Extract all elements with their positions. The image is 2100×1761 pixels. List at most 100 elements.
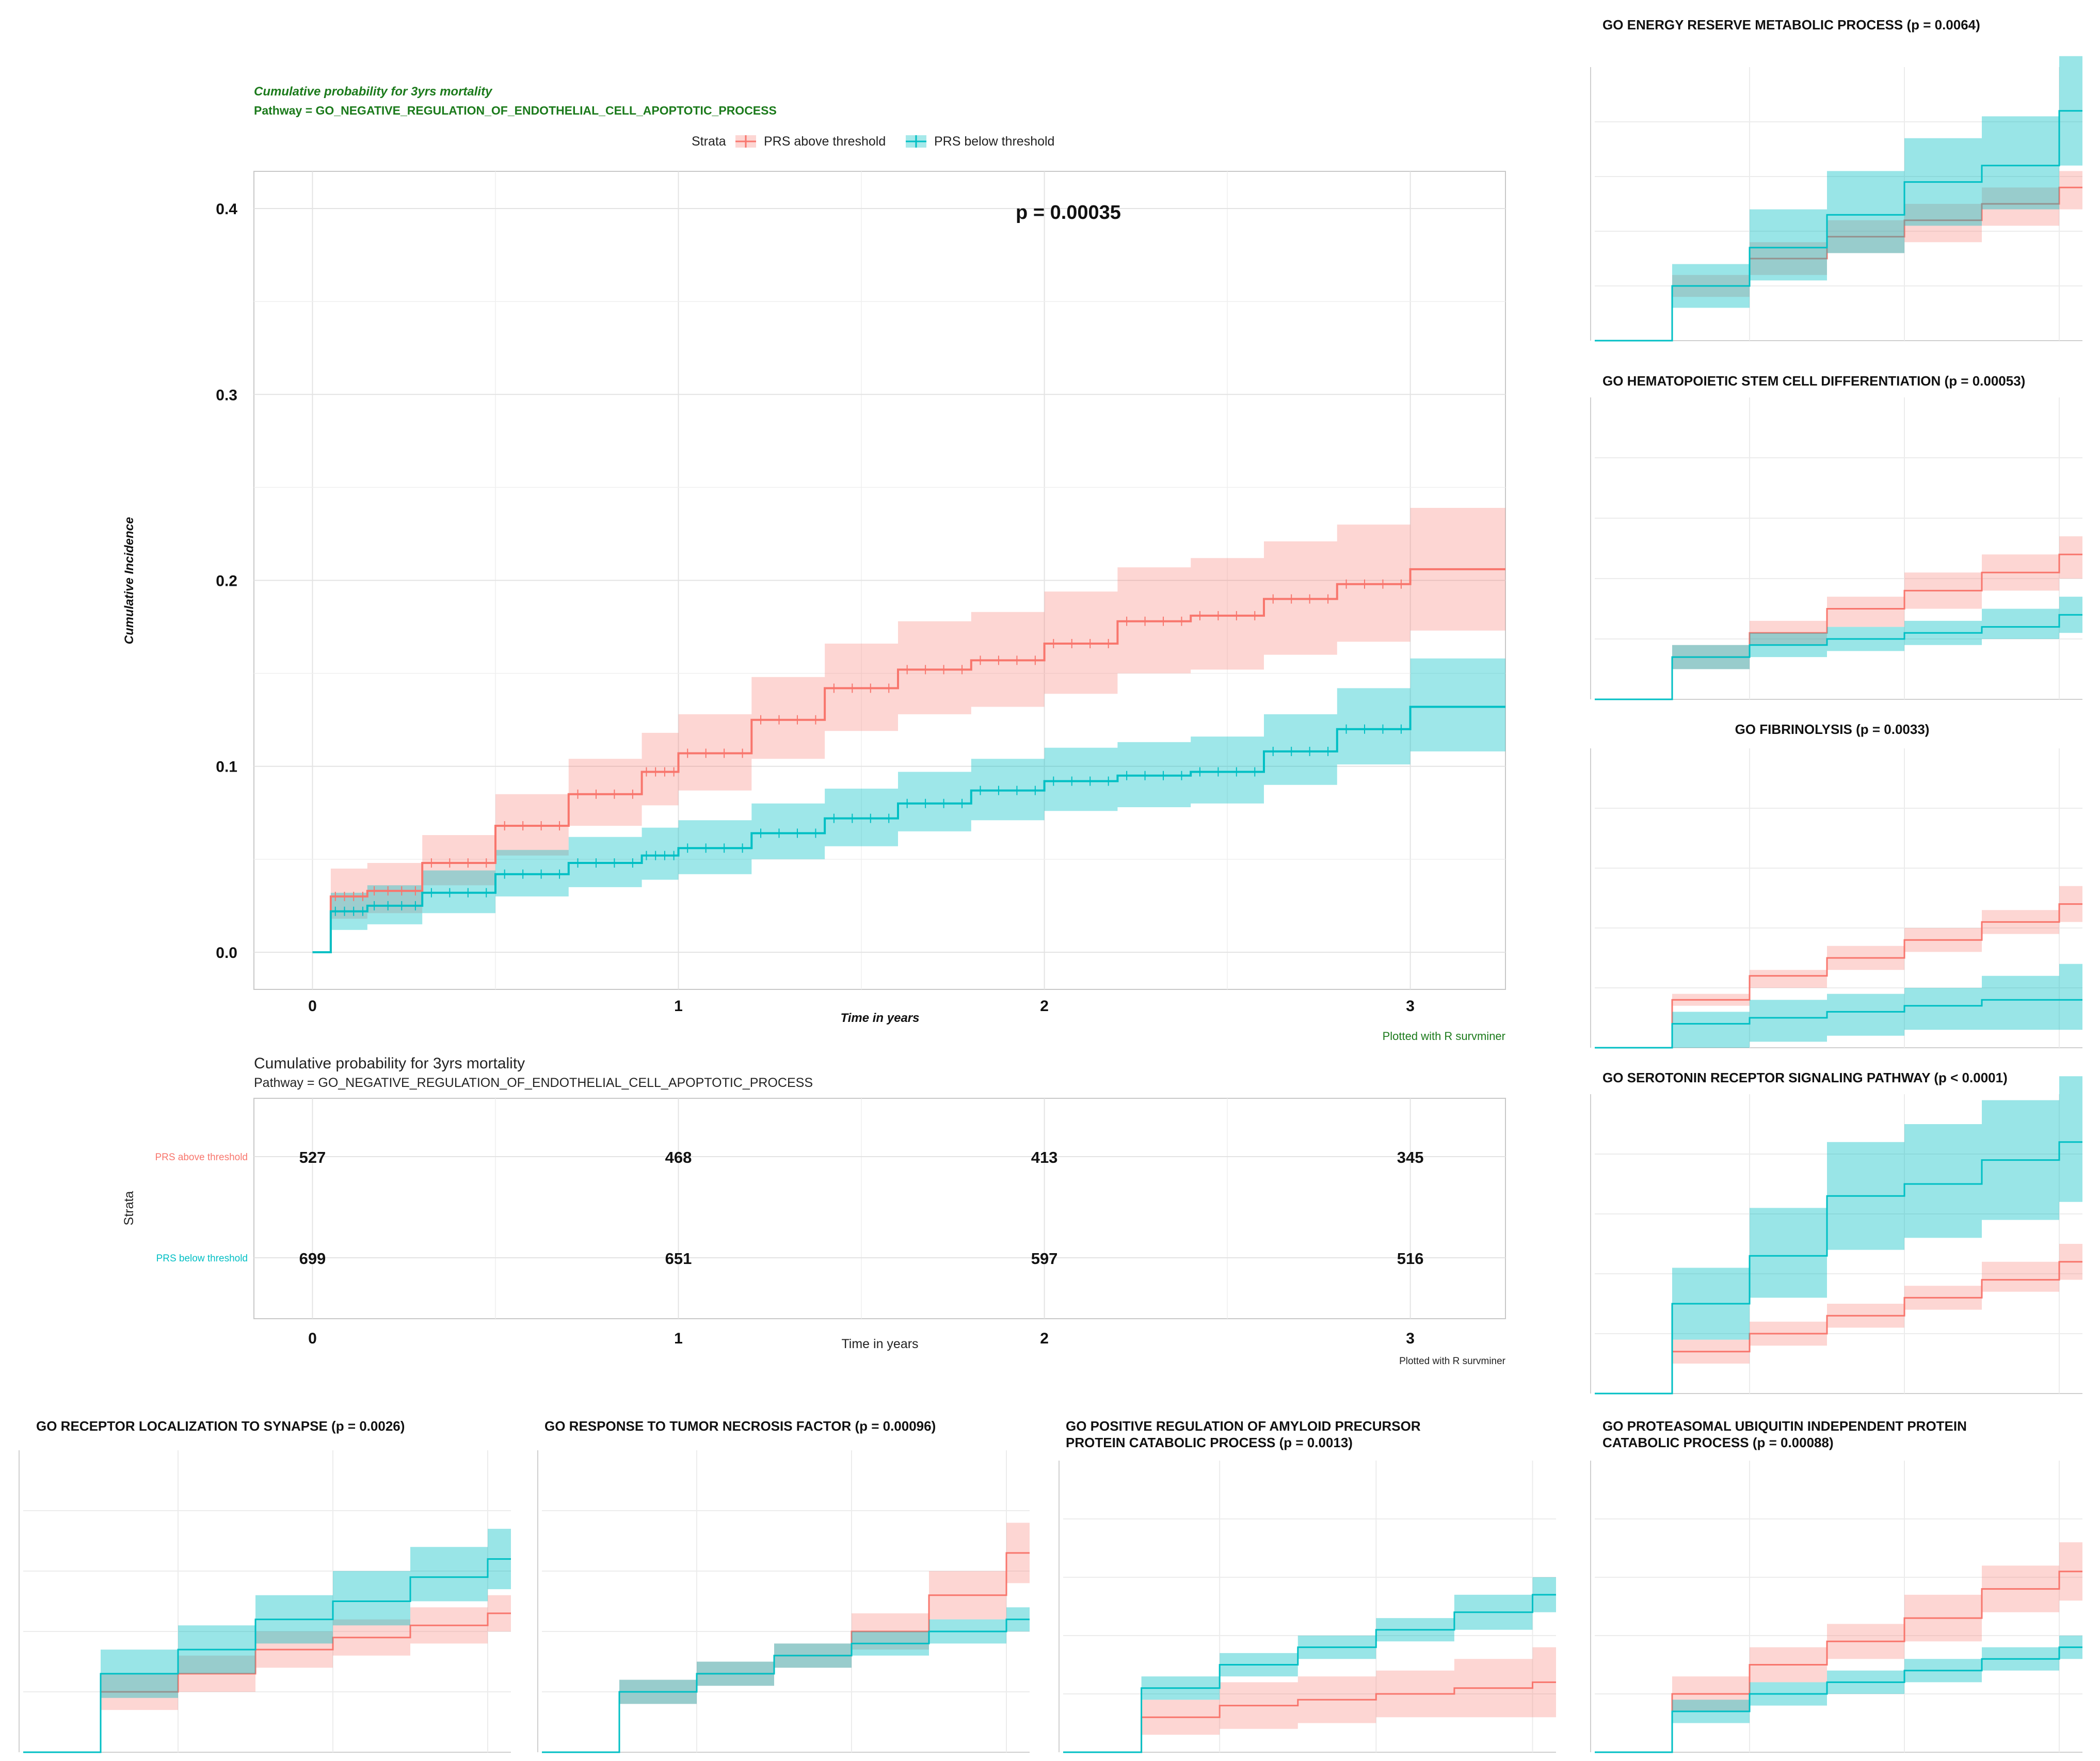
risk-row-label: PRS below threshold [156,1253,248,1264]
risk-cell: 413 [1031,1148,1058,1166]
risk-x-tick-label: 0 [308,1330,317,1347]
panel-plot-area [23,1450,511,1752]
risk-x-tick-label: 3 [1406,1330,1415,1347]
legend-label-above: PRS above threshold [764,134,886,149]
risk-table-gridlines [254,1098,1505,1319]
panel-title: PROTEIN CATABOLIC PROCESS (p = 0.0013) [1066,1435,1353,1450]
main-line-below [312,706,1505,953]
risk-table-cells: PRS above threshold 527 468 413 345 PRS below… [155,1148,1423,1347]
risk-table-title: Cumulative probability for 3yrs mortalit… [254,1055,525,1072]
panel-line-below [1595,999,2082,1049]
panel-band-below [1595,1076,2082,1394]
main-band-below [312,658,1505,952]
panel-plot-area [1595,1094,2082,1394]
panel-plot-area [1595,1461,2082,1752]
number-at-risk-table: Cumulative probability for 3yrs mortalit… [122,1055,1506,1367]
main-y-tick-label: 0.3 [216,387,237,404]
panel-title: GO FIBRINOLYSIS (p = 0.0033) [1735,722,1930,737]
risk-x-axis-title: Time in years [841,1337,918,1351]
panel-amyloid: GO POSITIVE REGULATION OF AMYLOID PRECUR… [1059,1418,1556,1753]
main-p-value: p = 0.00035 [1016,202,1121,223]
panel-band-below [1595,964,2082,1048]
risk-cell: 516 [1397,1250,1424,1268]
risk-table-subtitle: Pathway = GO_NEGATIVE_REGULATION_OF_ENDO… [254,1076,813,1090]
panel-band-below [1595,597,2082,699]
panel-band-above [23,1595,511,1752]
main-y-tick-label: 0.4 [216,201,237,218]
main-line-above [312,568,1505,953]
panel-band-above [1595,536,2082,699]
risk-row-label: PRS above threshold [155,1152,248,1163]
panel-line-below [23,1558,511,1753]
panel-line-above [23,1612,511,1753]
panel-band-below [1595,1636,2082,1752]
main-subtitle: Pathway = GO_NEGATIVE_REGULATION_OF_ENDO… [254,104,777,117]
panel-title: GO SEROTONIN RECEPTOR SIGNALING PATHWAY … [1602,1070,2008,1085]
panel-band-below [1063,1577,1556,1752]
pathway-panels: GO ENERGY RESERVE METABOLIC PROCESS (p =… [19,17,2082,1753]
main-x-tick-label: 3 [1406,998,1415,1015]
main-x-axis-title: Time in years [841,1011,920,1025]
risk-caption: Plotted with R survminer [1399,1356,1506,1367]
panel-receptor-localization: GO RECEPTOR LOCALIZATION TO SYNAPSE (p =… [19,1418,511,1753]
main-confidence-bands [312,508,1505,952]
panel-line-below [1595,1646,2082,1753]
main-cumulative-incidence-plot: Cumulative probability for 3yrs mortalit… [122,85,1506,1043]
legend-label-below: PRS below threshold [934,134,1054,149]
main-y-tick-label: 0.1 [216,759,237,776]
risk-cell: 597 [1031,1250,1058,1268]
main-title: Cumulative probability for 3yrs mortalit… [254,85,493,99]
panel-proteasomal: GO PROTEASOMAL UBIQUITIN INDEPENDENT PRO… [1590,1418,2082,1753]
panel-plot-area [1063,1461,1556,1752]
panel-band-below [1595,56,2082,341]
main-x-tick-label: 1 [674,998,683,1015]
main-caption: Plotted with R survminer [1383,1030,1505,1043]
panel-line-above [1595,903,2082,1049]
panel-line-below [1595,1141,2082,1395]
main-y-tick-label: 0.2 [216,573,237,590]
panel-hematopoietic: GO HEMATOPOIETIC STEM CELL DIFFERENTIATI… [1590,373,2082,700]
main-x-tick-label: 2 [1040,998,1049,1015]
risk-cell: 651 [665,1250,692,1268]
main-axis-labels: 0 1 2 3 0.0 0.1 0.2 0.3 0.4 [216,201,1415,1015]
risk-table-panel [253,1098,1506,1319]
panel-line-above [1595,1571,2082,1753]
risk-x-tick-label: 1 [674,1330,683,1347]
panel-fibrinolysis: GO FIBRINOLYSIS (p = 0.0033) [1590,722,2082,1049]
main-y-tick-label: 0.0 [216,944,237,962]
panel-title: GO RESPONSE TO TUMOR NECROSIS FACTOR (p … [544,1418,936,1434]
main-censor-marks [334,579,1402,916]
panel-line-below [542,1619,1030,1753]
panel-serotonin: GO SEROTONIN RECEPTOR SIGNALING PATHWAY … [1590,1070,2082,1395]
main-y-axis-title: Cumulative Incidence [122,517,136,645]
panel-title: GO RECEPTOR LOCALIZATION TO SYNAPSE (p =… [36,1418,405,1434]
panel-title: GO ENERGY RESERVE METABOLIC PROCESS (p =… [1602,17,1980,33]
panel-band-above [542,1523,1030,1752]
panel-band-above [1595,886,2082,1048]
panel-plot-area [1595,397,2082,699]
panel-title: GO POSITIVE REGULATION OF AMYLOID PRECUR… [1066,1418,1421,1434]
main-x-tick-label: 0 [308,998,317,1015]
panel-energy: GO ENERGY RESERVE METABOLIC PROCESS (p =… [1590,17,2082,342]
risk-cell: 468 [665,1148,692,1166]
panel-line-below [1595,110,2082,342]
panel-title: CATABOLIC PROCESS (p = 0.00088) [1602,1435,1834,1450]
panel-line-below [1595,614,2082,700]
panel-line-above [1595,1261,2082,1395]
main-gridlines [254,171,1505,989]
panel-tumor-necrosis: GO RESPONSE TO TUMOR NECROSIS FACTOR (p … [537,1418,1030,1753]
panel-title: GO PROTEASOMAL UBIQUITIN INDEPENDENT PRO… [1602,1418,1967,1434]
legend: Strata PRS above threshold PRS below thr… [692,134,1054,149]
risk-y-axis-title: Strata [122,1191,136,1226]
panel-line-above [1063,1681,1556,1753]
risk-cell: 699 [299,1250,326,1268]
main-incidence-lines [312,568,1505,953]
legend-title: Strata [692,134,726,149]
panel-plot-area [1595,748,2082,1048]
panel-band-above [1595,1542,2082,1752]
risk-cell: 345 [1397,1148,1424,1166]
panel-band-below [23,1529,511,1752]
panel-band-above [1595,1244,2082,1394]
